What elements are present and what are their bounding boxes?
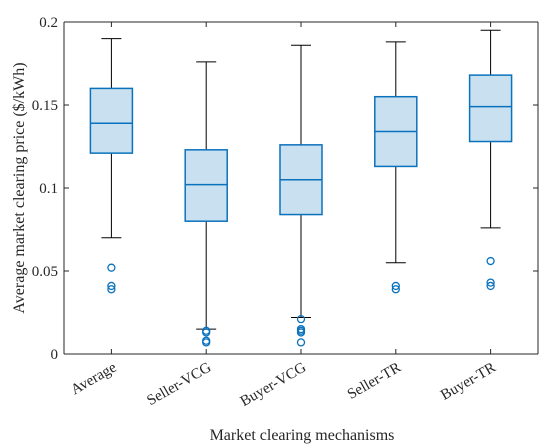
outlier-point (486, 278, 495, 287)
box-iqr (468, 74, 513, 143)
y-tick-label: 0.1 (39, 181, 58, 197)
y-tick-label: 0.05 (32, 264, 58, 280)
x-tick-label: Average (68, 359, 119, 398)
outlier-point (107, 263, 116, 272)
x-tick-label: Seller-VCG (144, 360, 214, 410)
y-tick-label: 0 (51, 347, 59, 363)
outlier-point (107, 285, 116, 294)
outlier-point (486, 281, 495, 291)
outlier-point (296, 338, 306, 347)
x-tick-label: Buyer-TR (438, 360, 498, 404)
outlier-point (202, 328, 211, 337)
y-axis-label: Average market clearing price ($/kWh) (11, 62, 28, 313)
outlier-point (486, 256, 495, 266)
outlier-point (202, 338, 211, 347)
box-iqr (184, 149, 228, 222)
x-tick-label: Seller-TR (345, 360, 404, 403)
outlier-point (296, 328, 306, 337)
outlier-point (391, 281, 400, 291)
outlier-point (107, 281, 116, 291)
y-tick-label: 0.2 (39, 15, 58, 31)
plot-area: 0 0.05 0.1 0.15 0.2 Average Seller-VCG Buyer-VC… (32, 15, 539, 410)
outlier-point (296, 314, 306, 324)
x-tick-label: Buyer-VCG (238, 360, 309, 410)
box-iqr (89, 87, 134, 154)
y-tick-label: 0.15 (32, 98, 58, 114)
outlier-point (391, 285, 400, 294)
x-axis-label: Market clearing mechanisms (210, 427, 395, 444)
